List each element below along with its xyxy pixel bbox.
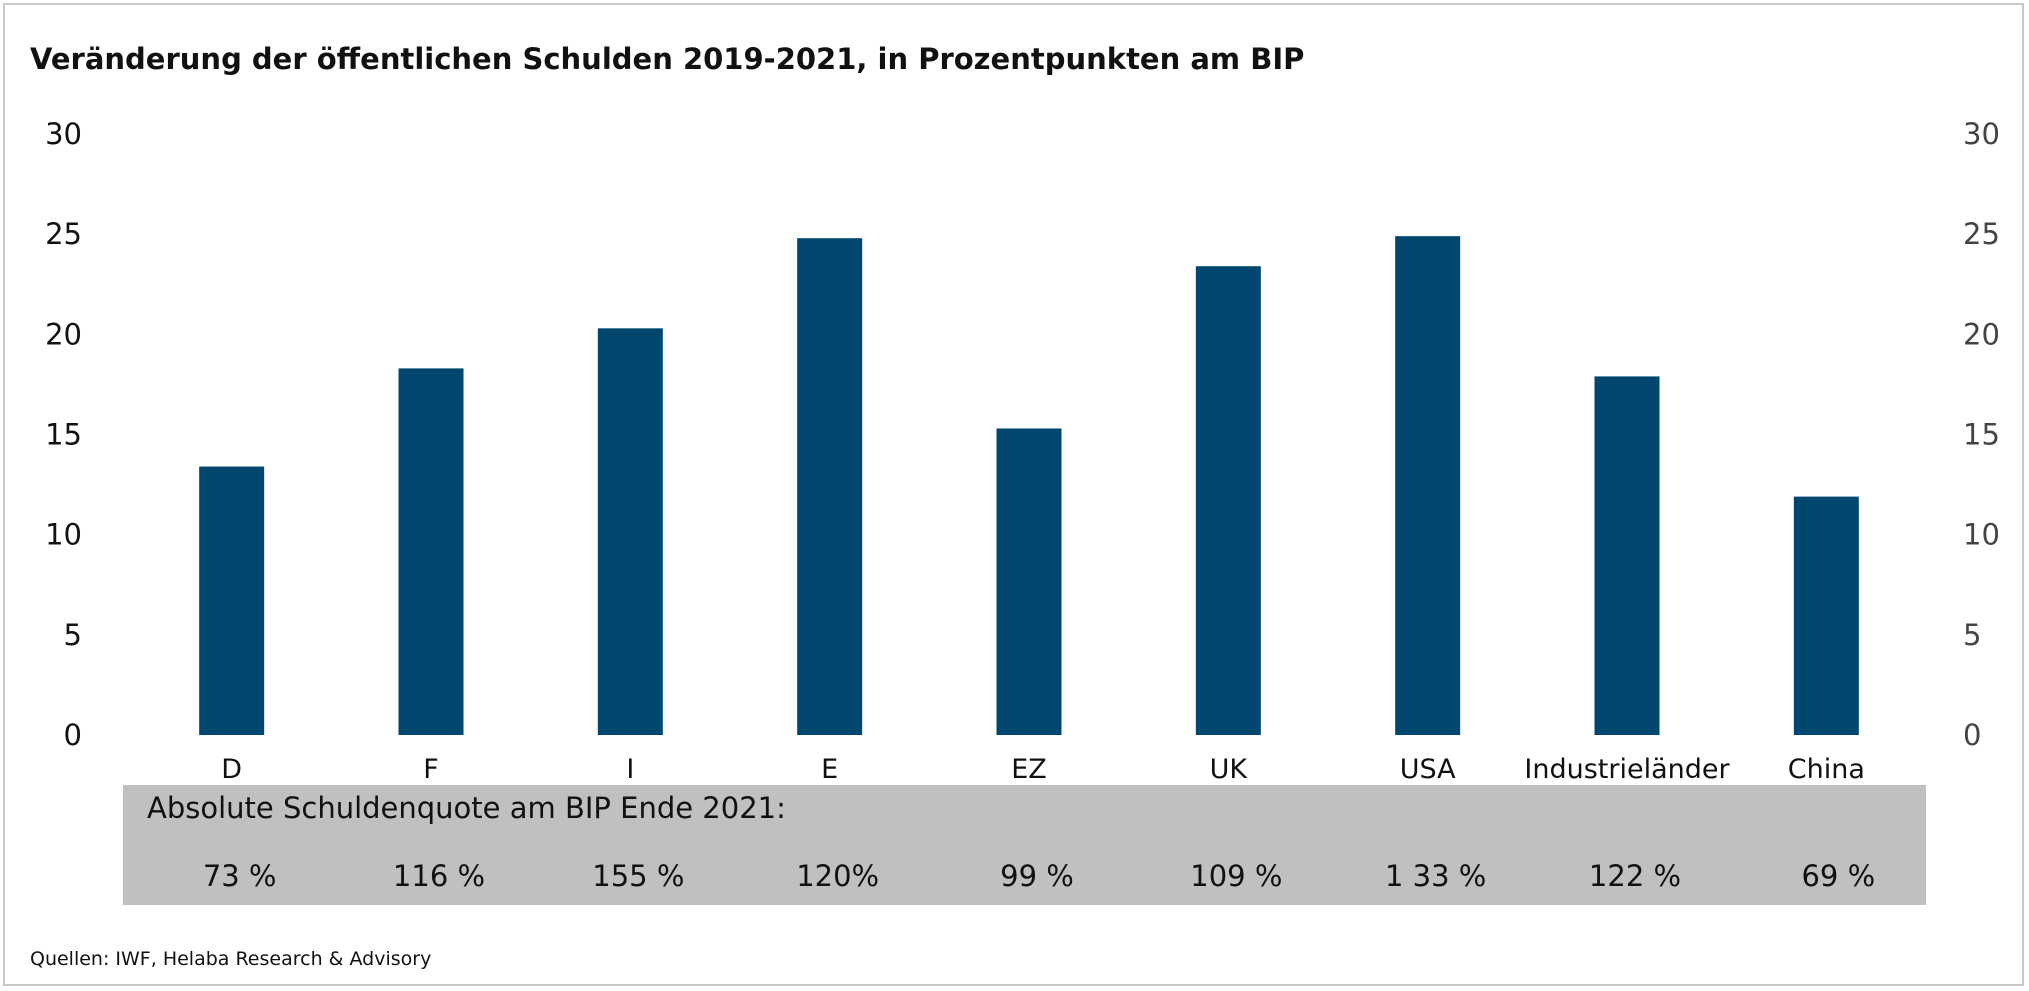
bar-EZ <box>996 428 1062 735</box>
y-tick-left-5: 5 <box>64 618 82 652</box>
debt-ratio-value: 116 % <box>392 859 486 893</box>
y-tick-right-15: 15 <box>1963 418 2000 452</box>
y-tick-right-25: 25 <box>1963 217 2000 251</box>
y-tick-right-0: 0 <box>1963 718 1981 752</box>
y-tick-right-10: 10 <box>1963 518 2000 552</box>
debt-ratio-value: 1 33 % <box>1384 859 1487 893</box>
y-tick-right-30: 30 <box>1963 117 2000 151</box>
y-tick-left-30: 30 <box>45 117 82 151</box>
debt-ratio-value: 99 % <box>1000 859 1074 893</box>
bar-UK <box>1195 266 1261 735</box>
debt-ratio-value: 69 % <box>1801 859 1876 893</box>
bar-series <box>199 236 1859 736</box>
x-tick-UK: UK <box>1210 754 1249 785</box>
x-tick-E: E <box>821 754 838 785</box>
y-axis-left: 0 5 10 15 20 25 30 <box>45 117 82 752</box>
y-tick-left-0: 0 <box>64 718 82 752</box>
bar-E <box>797 238 863 735</box>
y-tick-right-20: 20 <box>1963 317 2000 351</box>
debt-ratio-value: 122 % <box>1588 859 1682 893</box>
x-tick-F: F <box>423 754 439 785</box>
bar-F <box>398 368 464 735</box>
debt-ratio-value: 155 % <box>592 859 685 893</box>
y-tick-left-25: 25 <box>45 217 82 251</box>
x-tick-China: China <box>1788 754 1865 785</box>
bar-USA <box>1395 236 1461 736</box>
y-tick-left-20: 20 <box>45 317 82 351</box>
debt-ratio-value: 109 % <box>1190 859 1283 893</box>
y-tick-left-15: 15 <box>45 418 82 452</box>
source-note: Quellen: IWF, Helaba Research & Advisory <box>30 948 432 970</box>
x-axis-categories: D F I E EZ UK USA Industrieländer China <box>221 754 1865 785</box>
y-tick-right-5: 5 <box>1963 618 1981 652</box>
bar-D <box>199 466 265 735</box>
bar-China <box>1793 496 1859 735</box>
debt-ratio-band <box>123 785 1926 905</box>
x-tick-D: D <box>221 754 242 785</box>
bar-I <box>597 328 663 735</box>
x-tick-Industrieländer: Industrieländer <box>1524 754 1730 785</box>
chart-title: Veränderung der öffentlichen Schulden 20… <box>30 42 1305 76</box>
y-tick-left-10: 10 <box>45 518 82 552</box>
debt-ratio-value: 73 % <box>202 859 277 893</box>
x-tick-USA: USA <box>1400 754 1456 785</box>
debt-ratio-label: Absolute Schuldenquote am BIP Ende 2021: <box>147 791 786 825</box>
y-axis-right: 0 5 10 15 20 25 30 <box>1963 117 2000 752</box>
bar-Industrieländer <box>1594 376 1660 735</box>
x-tick-I: I <box>626 754 634 785</box>
debt-ratio-value: 120% <box>796 859 880 893</box>
x-tick-EZ: EZ <box>1011 754 1047 785</box>
